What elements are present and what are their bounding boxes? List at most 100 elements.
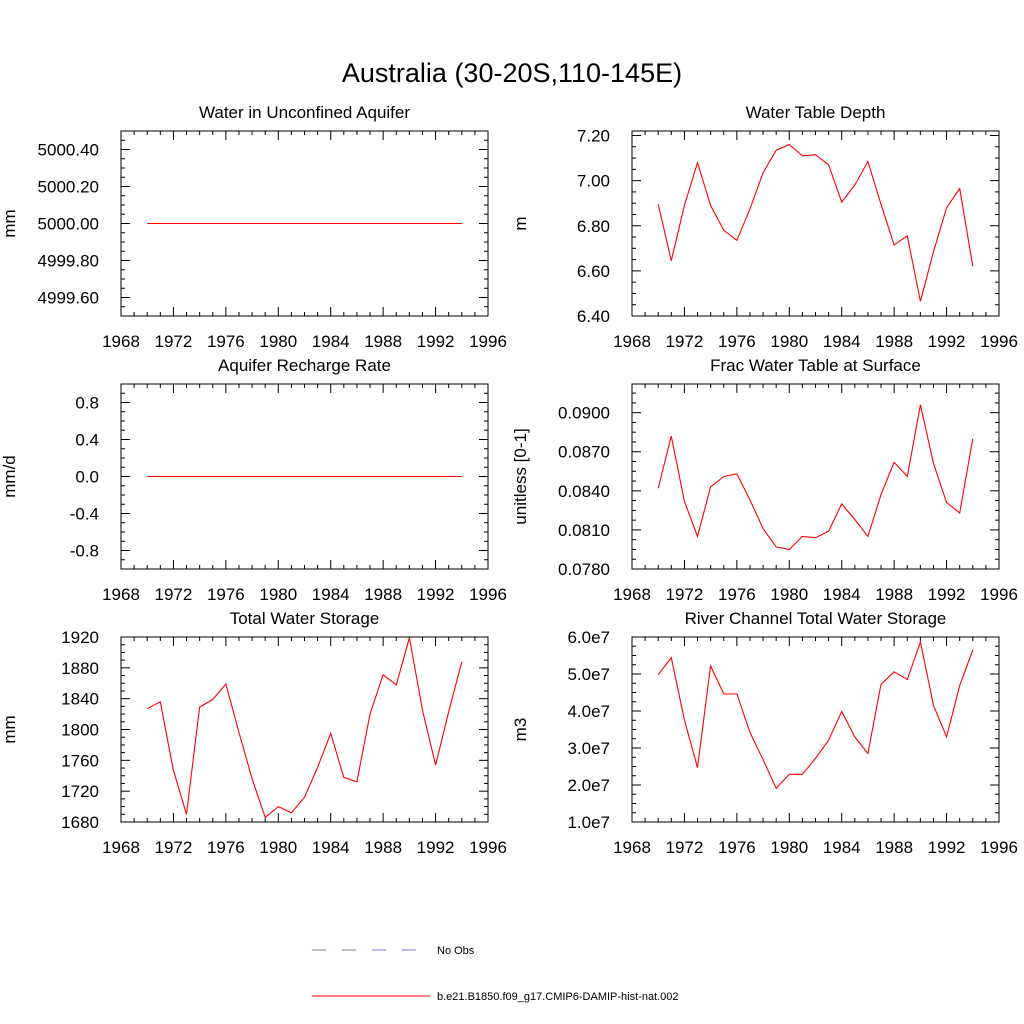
y-tick-label: 0.8 xyxy=(75,394,99,413)
y-tick-label: 0.4 xyxy=(75,431,99,450)
y-axis-label: mm xyxy=(0,715,19,743)
y-axis-label: m3 xyxy=(511,718,530,742)
x-tick-label: 1988 xyxy=(875,838,913,857)
series-line xyxy=(657,143,974,302)
y-axis-label: unitless [0-1] xyxy=(511,428,530,524)
y-tick-label: 1680 xyxy=(61,813,99,832)
x-tick-label: 1988 xyxy=(875,585,913,604)
x-tick-label: 1976 xyxy=(207,585,245,604)
legend: No Obs b.e21.B1850.f09_g17.CMIP6-DAMIP-hi… xyxy=(312,945,679,1003)
y-tick-label: 1760 xyxy=(61,751,99,770)
x-tick-label: 1968 xyxy=(613,838,651,857)
x-tick-label: 1984 xyxy=(312,585,350,604)
x-tick-label: 1972 xyxy=(666,838,704,857)
y-tick-label: 0.0780 xyxy=(558,560,610,579)
y-tick-label: 0.0810 xyxy=(558,521,610,540)
x-tick-label: 1984 xyxy=(823,332,861,351)
panel-title: Water in Unconfined Aquifer xyxy=(199,103,410,122)
panel-title: Total Water Storage xyxy=(230,609,380,628)
y-tick-label: 5000.20 xyxy=(38,178,99,197)
x-tick-label: 1996 xyxy=(469,585,507,604)
y-tick-label: 1.0e7 xyxy=(567,813,610,832)
x-tick-label: 1980 xyxy=(259,585,297,604)
y-axis-label: mm xyxy=(0,209,19,237)
panel-1: Water in Unconfined Aquifer mm 1968 1972 197… xyxy=(0,103,507,351)
y-tick-label: 2.0e7 xyxy=(567,776,610,795)
x-tick-label: 1992 xyxy=(928,585,966,604)
x-tick-label: 1976 xyxy=(718,332,756,351)
x-tick-label: 1996 xyxy=(469,332,507,351)
y-tick-label: 6.80 xyxy=(577,217,610,236)
y-tick-label: -0.8 xyxy=(70,542,99,561)
panel-title: Aquifer Recharge Rate xyxy=(218,356,391,375)
y-tick-label: 5.0e7 xyxy=(567,665,610,684)
x-tick-label: 1992 xyxy=(928,838,966,857)
y-tick-label: 4999.80 xyxy=(38,252,99,271)
x-tick-label: 1992 xyxy=(928,332,966,351)
y-tick-label: 5000.00 xyxy=(38,215,99,234)
x-tick-label: 1988 xyxy=(364,838,402,857)
series-line xyxy=(146,637,463,819)
y-tick-label: 7.20 xyxy=(577,127,610,146)
y-tick-label: 1800 xyxy=(61,721,99,740)
y-tick-label: 6.60 xyxy=(577,262,610,281)
y-tick-label: 1720 xyxy=(61,782,99,801)
x-tick-label: 1972 xyxy=(155,585,193,604)
x-tick-label: 1984 xyxy=(312,332,350,351)
x-tick-label: 1988 xyxy=(875,332,913,351)
panels: Water in Unconfined Aquifer mm 1968 1972 197… xyxy=(0,103,1018,857)
x-tick-label: 1996 xyxy=(980,838,1018,857)
x-tick-label: 1972 xyxy=(666,585,704,604)
x-tick-label: 1976 xyxy=(718,585,756,604)
plot-frame xyxy=(120,636,489,823)
y-axis-label: m xyxy=(511,216,530,230)
x-tick-label: 1996 xyxy=(980,332,1018,351)
legend-label-1: No Obs xyxy=(437,945,475,957)
y-tick-label: 6.40 xyxy=(577,307,610,326)
x-tick-label: 1992 xyxy=(417,838,455,857)
y-tick-label: 0.0840 xyxy=(558,482,610,501)
x-tick-label: 1996 xyxy=(980,585,1018,604)
y-tick-label: 0.0900 xyxy=(558,404,610,423)
y-tick-label: 1840 xyxy=(61,690,99,709)
x-tick-label: 1996 xyxy=(469,838,507,857)
x-tick-label: 1972 xyxy=(155,838,193,857)
x-tick-label: 1980 xyxy=(770,585,808,604)
panel-title: Water Table Depth xyxy=(746,103,886,122)
x-tick-label: 1980 xyxy=(770,332,808,351)
y-tick-label: 0.0870 xyxy=(558,443,610,462)
x-tick-label: 1968 xyxy=(102,838,140,857)
x-tick-label: 1976 xyxy=(718,838,756,857)
panel-2: Water Table Depth m 1968 1972 1976 1980 1984 19… xyxy=(511,103,1018,351)
x-tick-label: 1968 xyxy=(613,585,651,604)
legend-label-2: b.e21.B1850.f09_g17.CMIP6-DAMIP-hist-nat… xyxy=(437,991,679,1003)
x-tick-label: 1980 xyxy=(259,838,297,857)
y-tick-label: 1920 xyxy=(61,628,99,647)
x-tick-label: 1980 xyxy=(770,838,808,857)
x-tick-label: 1976 xyxy=(207,838,245,857)
y-tick-label: 4.0e7 xyxy=(567,702,610,721)
x-tick-label: 1992 xyxy=(417,585,455,604)
y-tick-label: 6.0e7 xyxy=(567,628,610,647)
series-line xyxy=(657,639,974,790)
x-tick-label: 1984 xyxy=(823,838,861,857)
panel-3: Aquifer Recharge Rate mm/d 1968 1972 1976 198… xyxy=(0,356,507,604)
x-tick-label: 1984 xyxy=(823,585,861,604)
y-tick-label: 7.00 xyxy=(577,172,610,191)
series-line xyxy=(657,404,974,551)
main-title: Australia (30-20S,110-145E) xyxy=(342,58,682,88)
y-tick-label: 1880 xyxy=(61,659,99,678)
plot-frame xyxy=(631,383,1000,570)
x-tick-label: 1968 xyxy=(613,332,651,351)
x-tick-label: 1968 xyxy=(102,332,140,351)
panel-title: Frac Water Table at Surface xyxy=(710,356,921,375)
x-tick-label: 1968 xyxy=(102,585,140,604)
plot-frame xyxy=(631,130,1000,317)
x-tick-label: 1992 xyxy=(417,332,455,351)
y-tick-label: 5000.40 xyxy=(38,141,99,160)
y-tick-label: 3.0e7 xyxy=(567,739,610,758)
panel-4: Frac Water Table at Surface unitless [0-1… xyxy=(511,356,1018,604)
panel-5: Total Water Storage mm 1968 1972 1976 1980 198… xyxy=(0,609,507,857)
